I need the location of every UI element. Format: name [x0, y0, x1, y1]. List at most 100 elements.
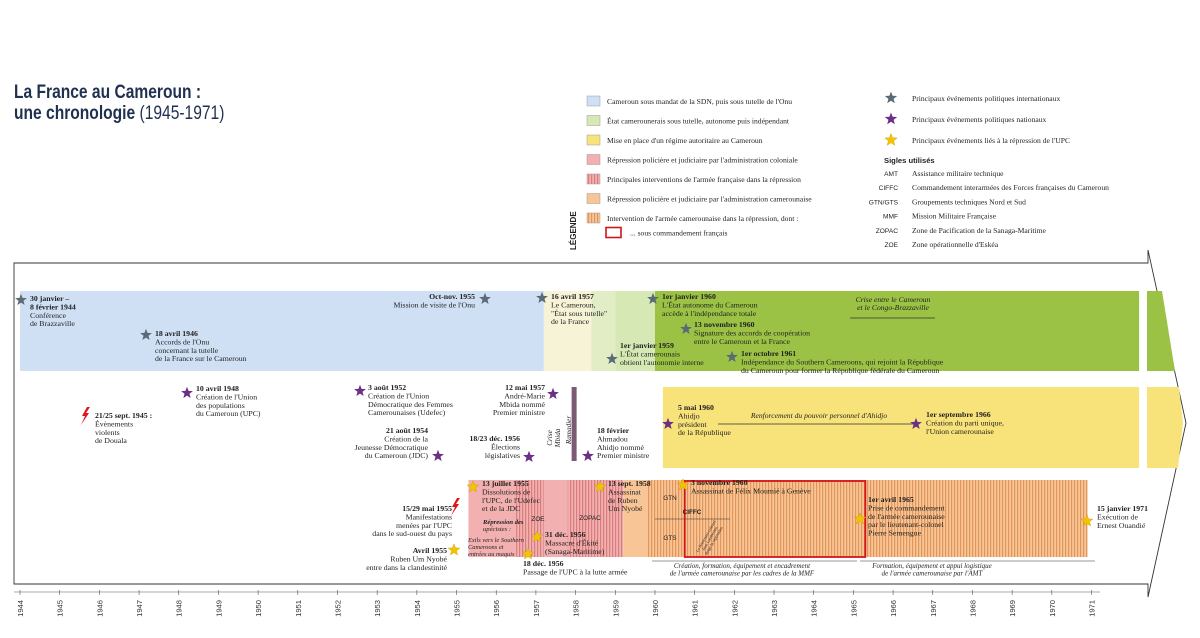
event-date-e7: 13 novembre 1960 — [694, 320, 755, 329]
event-star-icon-e23 — [521, 547, 535, 560]
page-title: La France au Cameroun : une chronologie … — [14, 82, 224, 124]
period-bar-5 — [662, 387, 1140, 468]
event-date-e1: 30 janvier –8 février 1944 — [30, 294, 76, 311]
event-star-icon-e25 — [853, 512, 867, 525]
event-text-e2: Accords de l'Onu concernant la tutelle de … — [155, 337, 247, 363]
event-text-e5: L'État camerounais obtient l'autonomie in… — [620, 348, 704, 366]
event-text-e18: Dissolutions de l'UPC, de l'Udefec et de l… — [482, 487, 541, 513]
event-date-e20: Avril 1955 — [413, 546, 447, 555]
event-date-e12: 12 mai 1957 — [505, 383, 545, 392]
event-text-e23: Passage de l'UPC à la lutte armée — [523, 567, 628, 576]
event-text-e26: Exécution de Ernest Ouandié — [1097, 512, 1146, 529]
sigle-text-1: Commandement interarmées des Forces fran… — [912, 183, 1109, 192]
event-text-e8: Indépendance du Southern Cameroons, qui … — [741, 357, 944, 374]
period-bar-tip-2 — [1147, 387, 1183, 468]
event-date-e13: 18/23 déc. 1956 — [470, 434, 521, 443]
event-text-e22: Massacre d'Ékité (Sanaga-Maritime) — [545, 537, 605, 555]
event-date-e5: 1er janvier 1959 — [620, 341, 674, 350]
legend: LÉGENDE Cameroun sous mandat de la SDN, p… — [569, 91, 1109, 250]
axis-tick-label-1953: 1953 — [373, 600, 382, 617]
period-bar-4 — [654, 291, 1140, 371]
annot-zopac: ZOPAC — [579, 515, 601, 522]
event-text-e14: Ahmadou Ahidjo nommé Premier ministre — [597, 434, 650, 460]
event-star-icon-e3 — [479, 292, 491, 305]
event-star-icon-e22 — [530, 530, 544, 543]
event-text-e25: Prise de commandement de l'armée cameroun… — [868, 503, 945, 537]
sigle-abbr-4: ZOPAC — [876, 228, 898, 235]
event-star-icon-e10 — [354, 384, 366, 397]
event-text-e17: Évènements violents de Douala — [95, 418, 133, 445]
event-star-icon-e6 — [647, 292, 659, 305]
event-date-e6: 1er janvier 1960 — [662, 292, 716, 301]
axis-tick-label-1944: 1944 — [16, 600, 25, 617]
period-bar-6 — [468, 480, 517, 557]
event-text-e4: Le Cameroun, "État sous tutelle" de la Fra… — [551, 300, 607, 326]
axis-tick-label-1962: 1962 — [730, 600, 739, 617]
legend-period-label-4: Principales interventions de l'armée fra… — [607, 175, 801, 184]
axis-tick-label-1959: 1959 — [611, 600, 620, 617]
axis-tick-label-1967: 1967 — [929, 600, 938, 617]
event-date-e14: 18 février — [597, 426, 630, 435]
sigle-text-3: Mission Militaire Française — [912, 212, 997, 221]
axis-tick-label-1960: 1960 — [651, 600, 660, 617]
axis-tick-label-1958: 1958 — [572, 600, 581, 617]
event-star-icon-e9 — [181, 386, 193, 399]
legend-star-icon-0 — [884, 91, 898, 104]
axis-tick-label-1969: 1969 — [1008, 600, 1017, 617]
legend-period-label-3: Répression policière et judiciaire par l… — [607, 156, 798, 165]
event-text-e13: Élections législatives — [485, 441, 520, 459]
event-date-e3: Oct-nov. 1955 — [429, 292, 475, 301]
sigle-abbr-1: CIFFC — [879, 185, 899, 192]
event-text-e6: L'État autonome du Cameroun accède à l'in… — [662, 299, 758, 317]
period-bar-1 — [543, 291, 592, 371]
event-text-e11: Création de la Jeunesse Démocratique du Ca… — [355, 434, 429, 460]
axis-tick-label-1957: 1957 — [532, 600, 541, 617]
axis-tick-label-1968: 1968 — [968, 600, 977, 617]
event-text-e3: Mission de visite de l'Onu — [393, 300, 475, 309]
event-bolt-icon-e17 — [81, 407, 90, 425]
annot-gts: GTS — [663, 535, 676, 542]
legend-swatch-2 — [586, 134, 601, 146]
event-date-e24: 3 novembre 1960 — [691, 478, 748, 487]
axis-tick-label-1971: 1971 — [1088, 600, 1097, 617]
axis-tick-label-1945: 1945 — [56, 600, 65, 617]
annot-gtn: GTN — [663, 495, 677, 502]
title-line-1: La France au Cameroun : — [14, 82, 202, 103]
legend-swatch-0 — [586, 95, 601, 107]
event-text-e12: André-Marie Mbida nommé Premier ministre — [493, 391, 546, 417]
event-date-e9: 10 avril 1948 — [196, 384, 239, 393]
event-star-icon-e14 — [582, 449, 594, 462]
event-star-icon-e4 — [536, 291, 548, 304]
event-date-e2: 18 avril 1946 — [155, 329, 198, 338]
period-bar-8 — [543, 480, 568, 557]
title-line-2-years: (1945-1971) — [139, 103, 225, 124]
event-star-icon-e15 — [662, 417, 674, 430]
legend-star-icon-1 — [884, 112, 898, 125]
period-bar-2 — [591, 291, 616, 371]
annot-ciffc: CIFFC — [683, 509, 702, 516]
period-bars — [20, 291, 1183, 558]
sigles-heading: Sigles utilisés — [884, 156, 935, 165]
event-text-e1: Conférence de Brazzaville — [30, 311, 75, 328]
event-star-icon-e1 — [15, 293, 27, 306]
crise-mbida-band — [571, 387, 577, 461]
event-text-e20: Ruben Um Nyobé entre dans la clandestinit… — [366, 554, 447, 571]
axis-tick-label-1961: 1961 — [691, 600, 700, 617]
axis-tick-label-1956: 1956 — [492, 600, 501, 617]
legend-star-icon-2 — [884, 132, 898, 146]
period-bar-7 — [516, 480, 544, 557]
sigle-text-4: Zone de Pacification de la Sanaga-Mariti… — [912, 226, 1047, 235]
period-bar-9 — [567, 480, 624, 557]
event-date-e8: 1er octobre 1961 — [741, 349, 796, 358]
event-star-icon-e11 — [432, 449, 444, 462]
sigle-abbr-2: GTN/GTS — [869, 199, 899, 206]
event-text-e7: Signature des accords de coopération entr… — [694, 328, 810, 345]
event-date-e22: 31 déc. 1956 — [545, 530, 586, 539]
axis-tick-label-1966: 1966 — [889, 600, 898, 617]
axis-tick-label-1954: 1954 — [413, 600, 422, 617]
event-date-e15: 5 mai 1960 — [678, 403, 714, 412]
legend-star-label-0: Principaux événements politiques interna… — [912, 94, 1060, 103]
legend-swatch-5 — [586, 193, 601, 204]
event-date-e23: 18 déc. 1956 — [523, 559, 564, 568]
